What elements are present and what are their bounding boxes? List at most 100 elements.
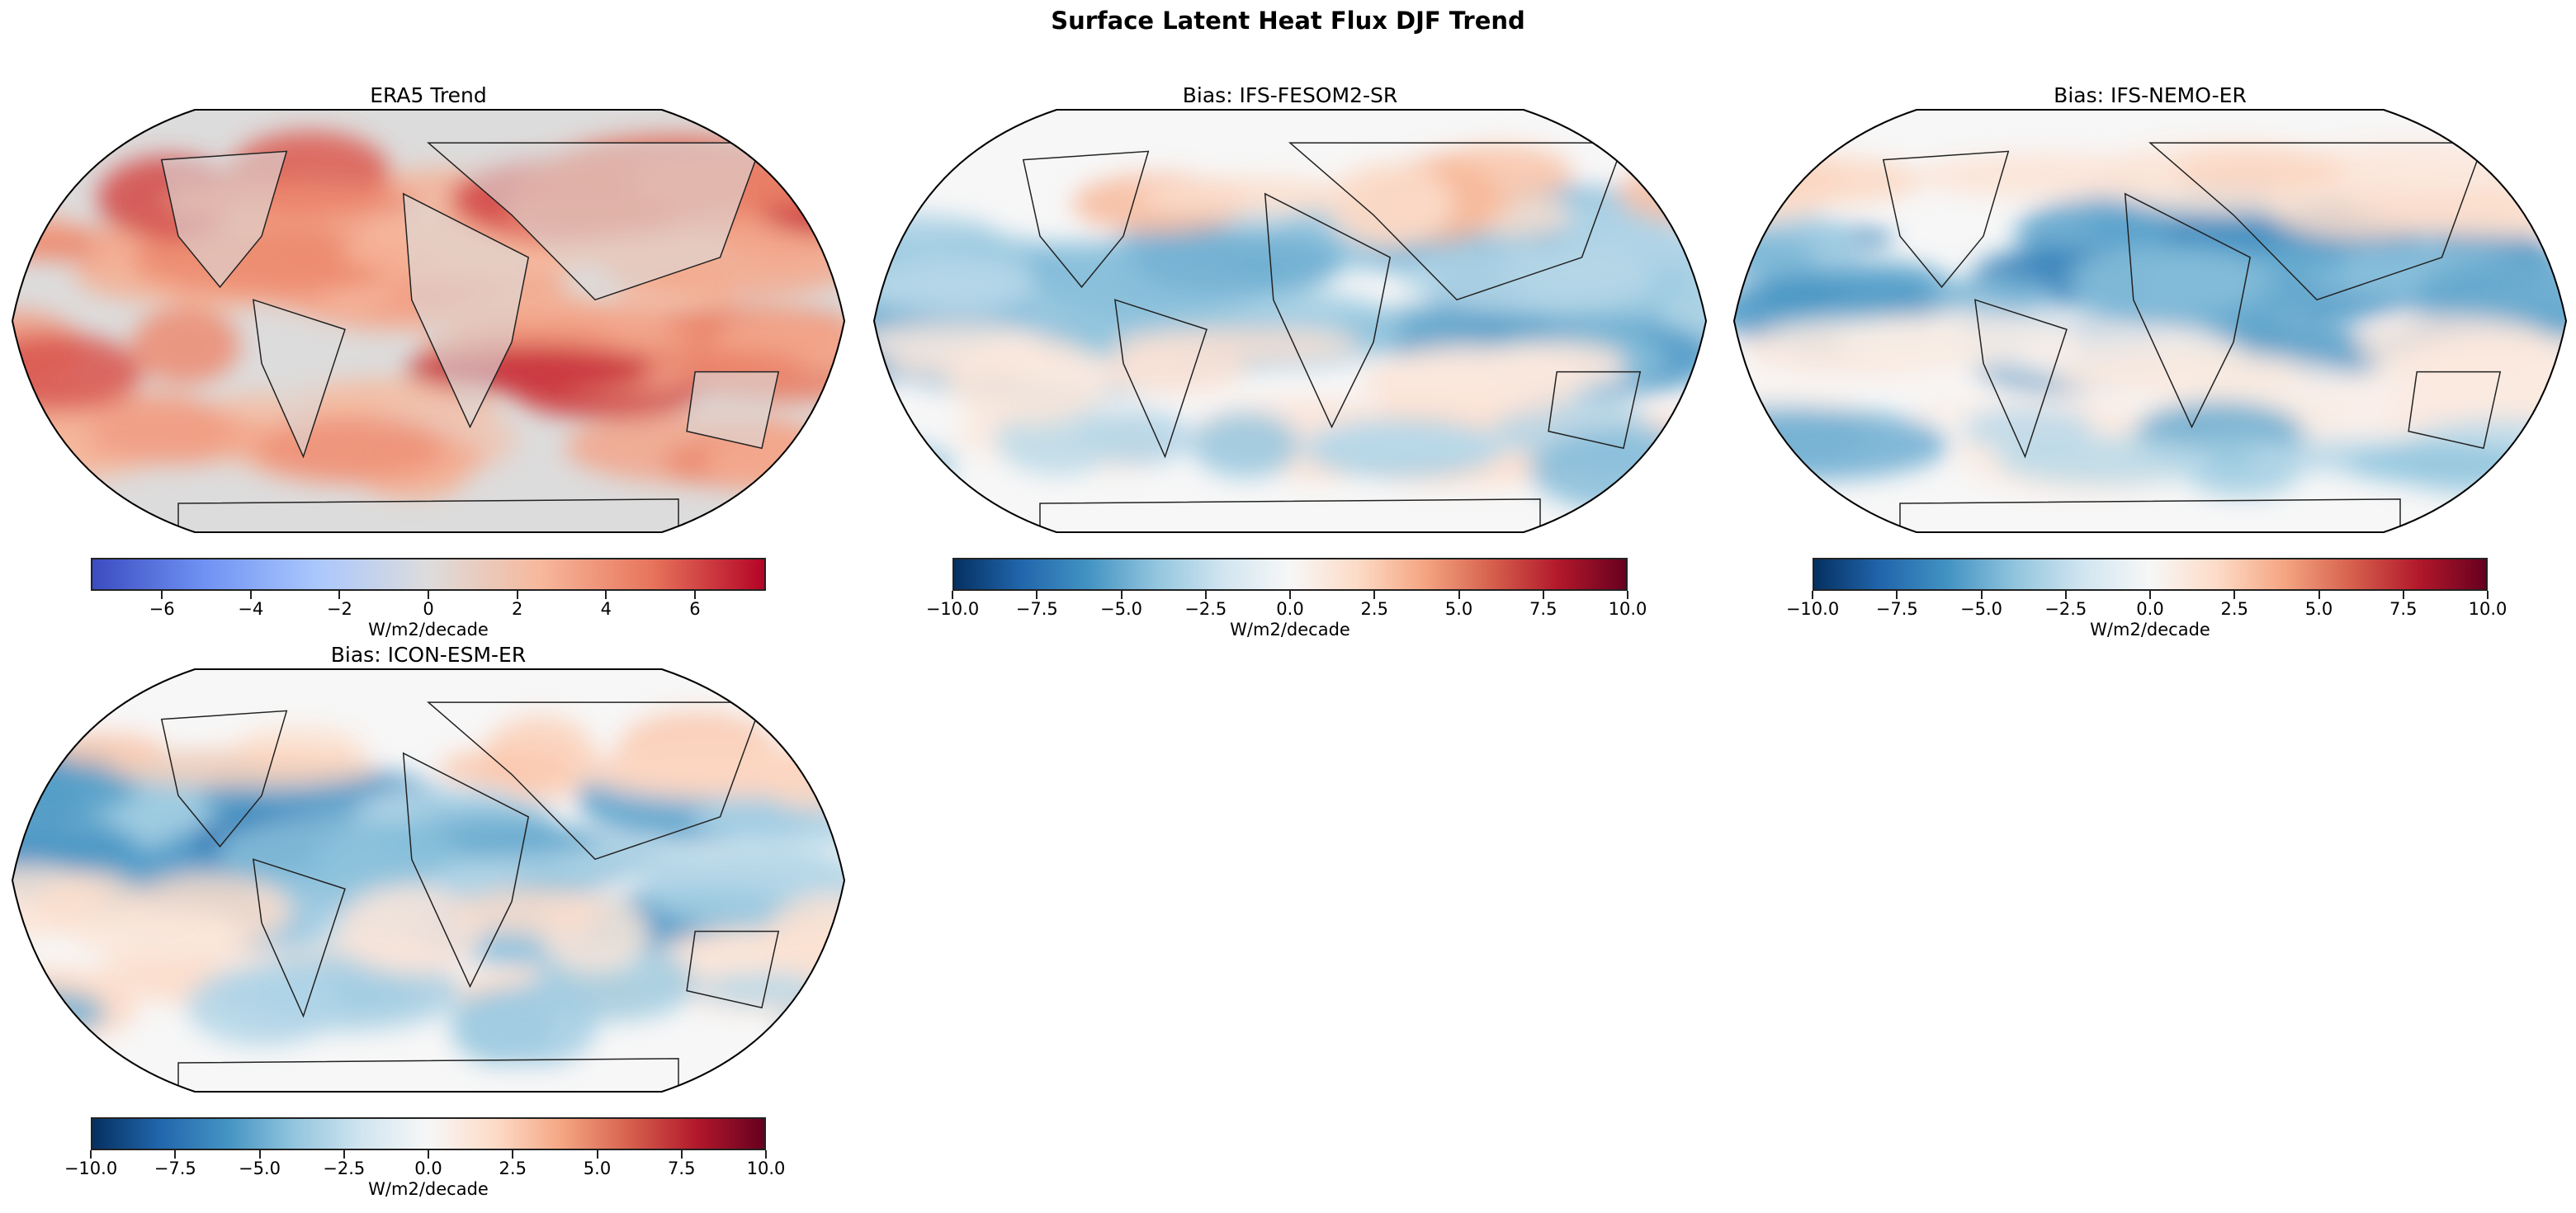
colorbar-tick-label: 10.0 xyxy=(2468,599,2507,619)
coastline xyxy=(1288,142,1625,301)
coastline xyxy=(426,142,763,301)
colorbar-bias-ifs-fesom2-sr xyxy=(952,558,1628,591)
field-anomaly xyxy=(692,972,844,1007)
field-anomaly xyxy=(481,981,598,1066)
colorbar-tick-label: −6 xyxy=(149,599,175,619)
colorbar-tick-label: 0.0 xyxy=(2136,599,2164,619)
colorbar-tick-label: 7.5 xyxy=(2389,599,2418,619)
colorbar-tick xyxy=(2064,591,2067,599)
colorbar-tick xyxy=(2487,591,2489,599)
panel-title-bias-ifs-fesom2-sr: Bias: IFS-FESOM2-SR xyxy=(1182,83,1398,107)
field-anomaly xyxy=(1529,429,1706,512)
field-anomaly xyxy=(1399,242,1656,315)
colorbar-tick-label: 2.5 xyxy=(2220,599,2248,619)
colorbar-tick-label: −7.5 xyxy=(154,1159,196,1178)
map-boundary xyxy=(873,109,1707,533)
panel-title-bias-icon-esm-er: Bias: ICON-ESM-ER xyxy=(330,643,527,667)
colorbar-tick-label: −5.0 xyxy=(1100,599,1142,619)
field-anomaly xyxy=(186,966,340,1046)
coastline xyxy=(402,752,530,989)
colorbar-tick xyxy=(765,1150,767,1159)
colorbar-tick-label: 2.5 xyxy=(1360,599,1388,619)
coastline xyxy=(253,858,346,1018)
field-anomaly xyxy=(1324,162,1453,248)
colorbar-tick-label: 10.0 xyxy=(746,1159,786,1178)
coastline xyxy=(1039,498,1541,532)
colorbar-tick xyxy=(512,1150,514,1159)
field-anomaly xyxy=(1307,425,1521,462)
colorbar-tick-label: −2.5 xyxy=(1184,599,1227,619)
map-boundary xyxy=(12,109,845,533)
colorbar-tick-label: 5.0 xyxy=(1444,599,1473,619)
colorbar-tick-label: −4 xyxy=(238,599,264,619)
field-anomaly xyxy=(2344,445,2556,485)
coastline xyxy=(253,299,346,459)
colorbar-tick xyxy=(693,591,696,599)
map-boundary xyxy=(1733,109,2567,533)
colorbar-tick xyxy=(90,1150,92,1159)
map-bias-icon-esm-er xyxy=(12,668,845,1093)
colorbar-tick-label: −7.5 xyxy=(1875,599,1918,619)
field-anomaly xyxy=(1829,262,1947,298)
field-anomaly xyxy=(12,333,143,413)
map-bias-ifs-fesom2-sr xyxy=(873,109,1707,533)
colorbar-label: W/m2/decade xyxy=(368,1179,489,1199)
colorbar-tick xyxy=(2149,591,2151,599)
field-anomaly xyxy=(692,791,844,847)
field-anomaly xyxy=(1103,347,1246,395)
coastline xyxy=(1899,498,2401,532)
colorbar-tick xyxy=(258,1150,261,1159)
colorbar-tick xyxy=(428,1150,429,1159)
coastline xyxy=(1548,371,1642,450)
coastline xyxy=(1882,150,2010,289)
colorbar-tick-label: 6 xyxy=(689,599,701,619)
colorbar-tick xyxy=(952,591,953,599)
colorbar-tick-label: −2.5 xyxy=(2044,599,2087,619)
map-era5-trend xyxy=(12,109,845,533)
field-anomaly xyxy=(2068,244,2275,314)
colorbar-tick xyxy=(338,591,341,599)
field-anomaly xyxy=(778,1003,844,1062)
colorbar-tick xyxy=(2318,591,2320,599)
field-anomaly xyxy=(79,392,229,463)
coastline xyxy=(1264,192,1392,429)
coastline xyxy=(2408,371,2502,450)
coastline xyxy=(1114,299,1208,459)
coastline xyxy=(426,701,763,861)
coastline xyxy=(2124,192,2252,429)
colorbar-tick xyxy=(1204,591,1207,599)
field-anomaly xyxy=(456,887,605,935)
colorbar-tick xyxy=(1542,591,1544,599)
field-anomaly xyxy=(1917,153,2172,199)
field-anomaly xyxy=(70,907,248,951)
colorbar-label: W/m2/decade xyxy=(2090,620,2210,640)
colorbar-tick-label: 7.5 xyxy=(668,1159,696,1178)
field-anomaly xyxy=(2355,314,2552,372)
coastline xyxy=(160,150,288,289)
colorbar-tick-label: −2 xyxy=(326,599,352,619)
colorbar-tick xyxy=(161,591,163,599)
coastline xyxy=(402,192,530,429)
coastline xyxy=(686,930,780,1009)
field-anomaly xyxy=(582,745,844,798)
field-anomaly xyxy=(1923,277,2058,311)
field-anomaly xyxy=(874,321,1044,362)
field-anomaly xyxy=(2054,347,2304,399)
coastline xyxy=(686,371,780,450)
field-anomaly xyxy=(337,885,485,975)
colorbar-tick xyxy=(680,1150,683,1159)
field-anomaly xyxy=(1137,177,1356,216)
colorbar-tick xyxy=(516,591,518,599)
colorbar-tick xyxy=(2233,591,2236,599)
colorbar-tick-label: −5.0 xyxy=(1960,599,2002,619)
colorbar-tick xyxy=(605,591,607,599)
field-anomaly xyxy=(1370,350,1627,394)
field-anomaly xyxy=(2171,148,2347,194)
colorbar-tick xyxy=(249,591,252,599)
coastline xyxy=(160,710,288,848)
map-bias-ifs-nemo-er xyxy=(1733,109,2567,533)
panel-title-era5-trend: ERA5 Trend xyxy=(370,83,487,107)
colorbar-tick xyxy=(1289,591,1291,599)
colorbar-tick xyxy=(596,1150,598,1159)
coastline xyxy=(1022,150,1150,289)
